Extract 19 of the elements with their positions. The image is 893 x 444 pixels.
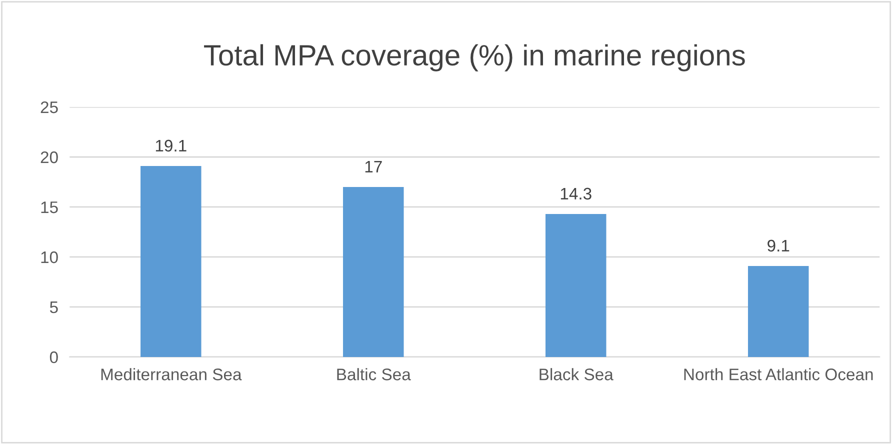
chart-title: Total MPA coverage (%) in marine regions: [204, 44, 745, 72]
data-label: 9.1: [768, 240, 790, 252]
y-tick-label: 15: [41, 202, 58, 214]
y-tick-label: 0: [50, 351, 58, 364]
bar: [343, 186, 404, 357]
data-label: 14.3: [560, 188, 592, 200]
bar: [546, 214, 606, 357]
y-tick-label: 5: [50, 302, 58, 314]
bar: [748, 266, 809, 357]
y-tick-label: 10: [41, 251, 58, 264]
y-tick-label: 25: [40, 101, 58, 114]
data-label: 19.1: [156, 140, 186, 152]
x-tick-label: Baltic Sea: [337, 368, 411, 380]
x-tick-label: Mediterranean Sea: [101, 368, 242, 380]
x-tick-label: Black Sea: [540, 368, 614, 380]
x-tick-label: North East Atlantic Ocean: [684, 368, 873, 380]
bar: [140, 166, 202, 357]
y-tick-label: 20: [40, 151, 58, 164]
data-label: 17: [365, 160, 382, 172]
